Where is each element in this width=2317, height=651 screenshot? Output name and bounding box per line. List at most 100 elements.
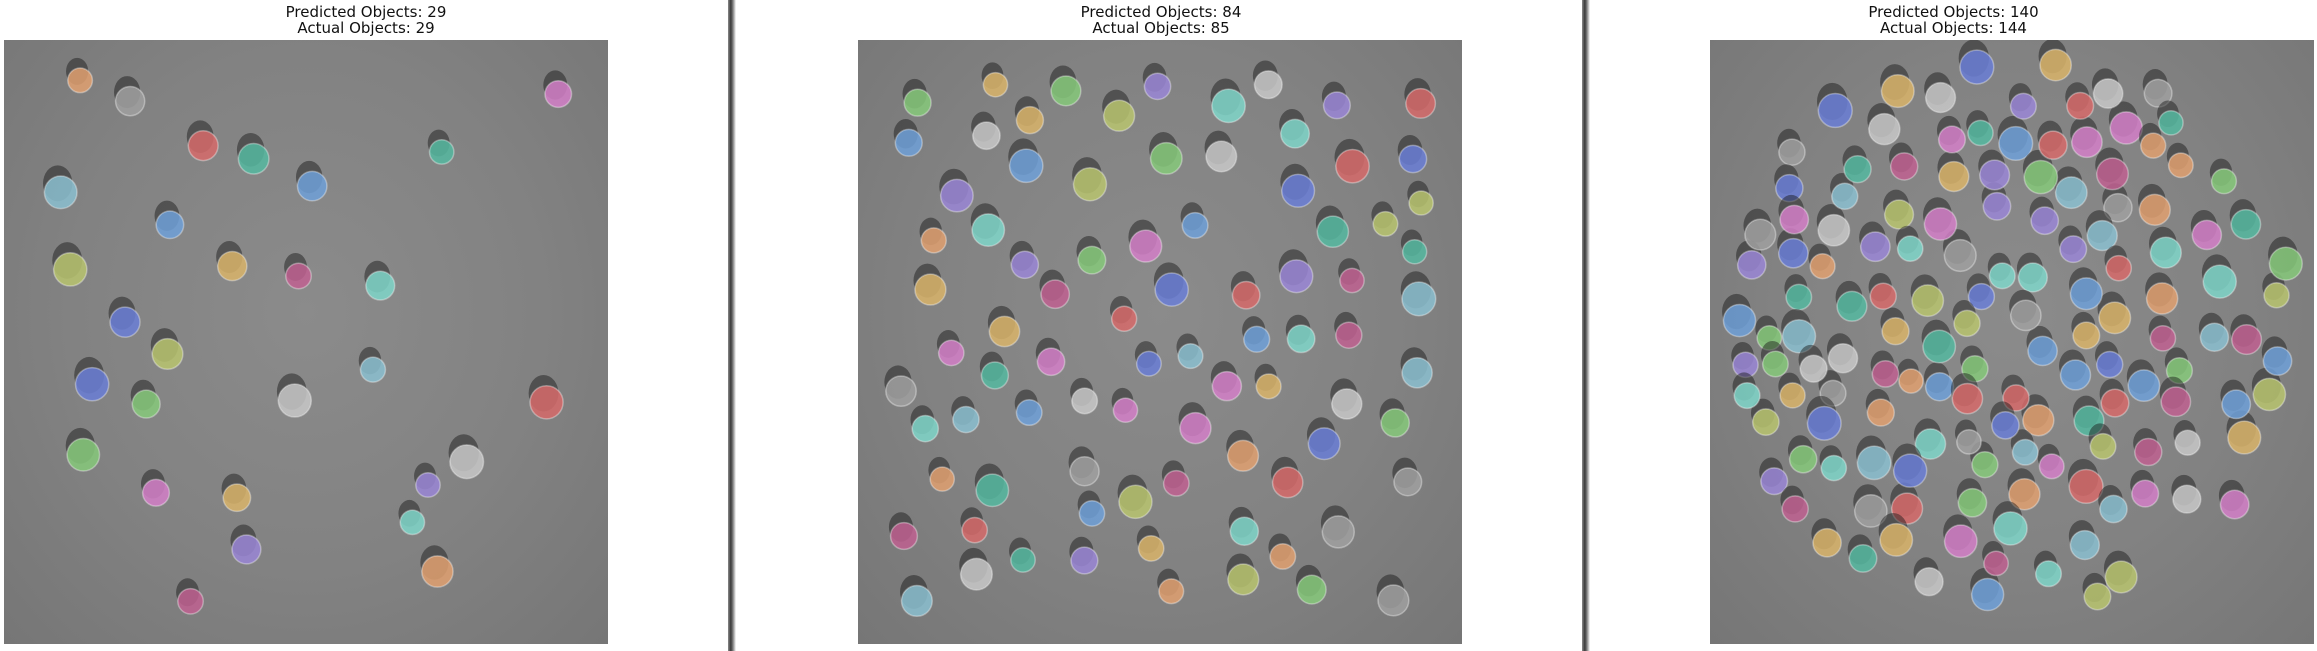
pill-mask: [1950, 372, 1984, 415]
pill-mask: [2104, 245, 2133, 282]
pill-mask: [1379, 398, 1411, 438]
pill-mask: [2058, 225, 2088, 264]
pill-mask: [1204, 130, 1238, 173]
pill-mask: [1210, 78, 1247, 124]
segmentation-image: [858, 40, 1462, 644]
pill-mask: [543, 70, 573, 109]
pill-mask: [2071, 311, 2101, 350]
pill-mask: [1956, 478, 1988, 518]
pill-mask: [1819, 445, 1848, 482]
pill-mask: [1867, 103, 1901, 146]
pill-mask: [1157, 568, 1185, 605]
pill-mask: [1787, 435, 1818, 474]
pill-mask: [2138, 122, 2167, 159]
pill-mask: [900, 575, 933, 618]
pill-mask: [1295, 564, 1327, 605]
pill-mask: [1117, 474, 1153, 520]
pill-mask: [2082, 572, 2112, 611]
pill-mask: [1279, 108, 1311, 149]
pill-mask: [1778, 372, 1806, 409]
pill-mask: [1755, 315, 1783, 351]
pill-mask: [1049, 65, 1082, 107]
pill-mask: [1153, 262, 1189, 307]
pill-mask: [910, 405, 940, 443]
pill-mask: [1842, 145, 1872, 184]
pill-mask: [1784, 274, 1813, 311]
pill-mask: [1142, 62, 1172, 101]
pill-mask: [1321, 81, 1352, 120]
pill-mask: [1134, 341, 1162, 377]
pill-mask: [928, 456, 956, 492]
pill-mask: [2137, 183, 2171, 226]
pill-mask: [1759, 457, 1789, 496]
pill-mask: [1226, 429, 1260, 472]
pill-mask: [1330, 378, 1363, 420]
pill-mask: [1943, 514, 1978, 559]
pill-mask: [221, 473, 252, 513]
pill-mask: [1014, 96, 1045, 135]
pill-mask: [66, 57, 94, 94]
pill-mask: [1897, 358, 1924, 394]
pill-mask: [230, 524, 262, 565]
pill-mask: [1798, 344, 1828, 383]
pill-mask: [1315, 205, 1350, 249]
pill-mask: [1400, 347, 1433, 389]
pill-mask: [1743, 208, 1777, 251]
pill-mask: [1960, 345, 1989, 383]
pill-mask: [2094, 341, 2124, 379]
pill-mask: [1407, 180, 1434, 216]
pill-mask: [2159, 376, 2192, 418]
pill-masks: [43, 57, 573, 615]
pill-mask: [2097, 291, 2132, 335]
panel-title: Predicted Objects: 84 Actual Objects: 85: [736, 4, 1586, 36]
pill-mask: [884, 365, 917, 408]
pill-mask: [2095, 147, 2129, 191]
pill-mask: [2148, 315, 2177, 352]
pill-mask: [2209, 158, 2238, 195]
panel-divider: [1582, 0, 1590, 651]
pill-mask: [1835, 280, 1868, 322]
pill-mask: [236, 133, 270, 175]
pill-mask: [2037, 120, 2068, 160]
pill-mask: [414, 462, 441, 498]
pill-mask: [971, 111, 1001, 151]
pill-mask: [1178, 402, 1212, 445]
pill-mask: [2068, 520, 2101, 561]
pill-mask: [140, 469, 171, 507]
pill-mask: [2102, 183, 2133, 223]
pill-mask: [1376, 574, 1410, 617]
pill-mask: [1285, 314, 1316, 354]
pill-mask: [1818, 370, 1847, 407]
pill-mask: [1072, 157, 1108, 202]
pill-mask: [420, 545, 454, 588]
pill-mask: [970, 203, 1006, 248]
pill-mask: [1230, 271, 1261, 310]
pill-mask: [1942, 229, 1977, 273]
panel-middle: Predicted Objects: 84 Actual Objects: 85: [736, 0, 1586, 651]
pill-mask: [1878, 513, 1914, 557]
pill-mask: [427, 129, 455, 165]
pill-mask: [2059, 349, 2092, 391]
pill-mask: [1992, 501, 2028, 546]
pill-mask: [114, 76, 146, 117]
pill-mask: [2029, 196, 2060, 236]
pill-mask: [1868, 272, 1897, 310]
pill-mask: [1070, 377, 1099, 415]
pill-mask: [1400, 271, 1437, 317]
pill-mask: [2098, 485, 2128, 524]
pill-mask: [1252, 60, 1283, 100]
pill-mask: [1176, 333, 1204, 370]
pill-mask: [1952, 300, 1981, 338]
pill-mask: [1320, 505, 1356, 549]
pill-mask: [2054, 166, 2088, 210]
actual-objects-label: Actual Objects: 85: [1092, 19, 1230, 37]
pill-mask: [1149, 132, 1183, 175]
pill-mask: [1966, 110, 1994, 147]
pill-mask: [1392, 457, 1423, 497]
pill-mask: [1334, 138, 1370, 184]
pill-mask: [43, 165, 78, 210]
pill-mask: [2261, 336, 2293, 376]
pill-mask: [1987, 252, 2016, 290]
pill-mask: [2149, 226, 2182, 269]
pill-mask: [1997, 115, 2034, 162]
